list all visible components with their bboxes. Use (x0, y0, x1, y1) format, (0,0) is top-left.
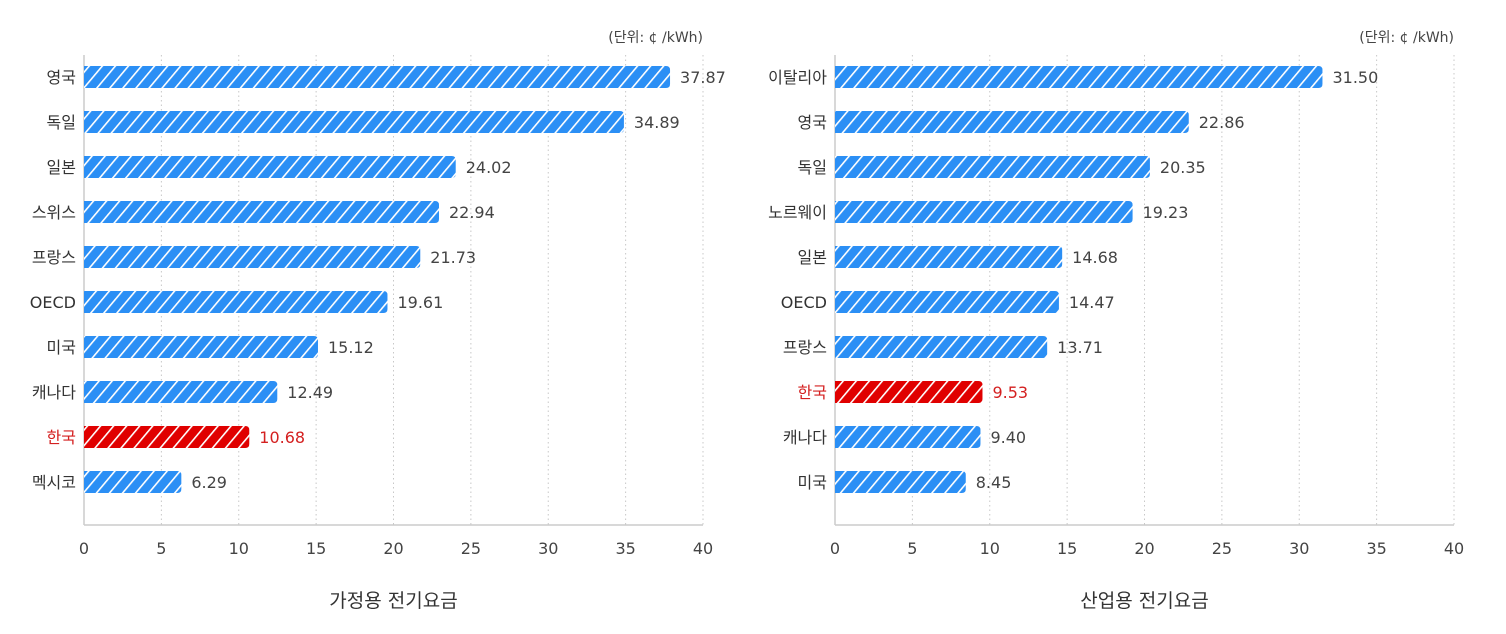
x-tick-label: 5 (907, 539, 917, 558)
category-label: 이탈리아 (768, 68, 827, 87)
x-tick-label: 25 (461, 539, 481, 558)
bar (835, 156, 1150, 178)
bar (84, 66, 671, 88)
x-tick-label: 25 (1212, 539, 1232, 558)
category-label: 미국 (47, 338, 76, 357)
value-label: 13.71 (1057, 338, 1103, 357)
value-label: 22.86 (1199, 113, 1245, 132)
category-label: OECD (781, 293, 827, 312)
x-tick-label: 35 (615, 539, 635, 558)
category-label: 노르웨이 (768, 203, 827, 222)
bar (835, 111, 1189, 133)
bar (84, 246, 421, 268)
value-label: 20.35 (1160, 158, 1206, 177)
category-label: 프랑스 (783, 338, 827, 357)
chart-2: 0 5 10 15 20 25 30 35 40 (단위: ¢ /kWh) 산업용 전기요금 이탈리아… (768, 30, 1464, 612)
category-label: OECD (30, 293, 76, 312)
value-label: 37.87 (680, 68, 726, 87)
x-tick-label: 10 (980, 539, 1000, 558)
value-label: 14.68 (1072, 248, 1118, 267)
bar (84, 381, 278, 403)
value-label: 34.89 (634, 113, 680, 132)
value-label: 14.47 (1069, 293, 1115, 312)
bar (835, 291, 1059, 313)
bar (835, 336, 1048, 358)
value-label: 10.68 (259, 428, 305, 447)
bar (835, 426, 981, 448)
bar (84, 201, 439, 223)
value-label: 19.61 (397, 293, 443, 312)
x-tick-label: 20 (1134, 539, 1154, 558)
bar (84, 291, 388, 313)
category-label: 스위스 (32, 203, 76, 222)
bar (835, 381, 983, 403)
value-label: 6.29 (191, 473, 227, 492)
bar (835, 471, 966, 493)
x-tick-label: 0 (79, 539, 89, 558)
unit-note: (단위: ¢ /kWh) (1359, 30, 1454, 46)
x-tick-label: 15 (1057, 539, 1077, 558)
x-tick-label: 30 (538, 539, 558, 558)
x-tick-label: 20 (383, 539, 403, 558)
unit-note: (단위: ¢ /kWh) (608, 30, 703, 46)
category-label: 한국 (798, 383, 827, 402)
bar (84, 156, 456, 178)
category-label: 프랑스 (32, 248, 76, 267)
x-tick-label: 40 (1444, 539, 1464, 558)
x-tick-label: 40 (693, 539, 713, 558)
value-label: 19.23 (1143, 203, 1189, 222)
category-label: 캐나다 (783, 428, 827, 447)
value-label: 15.12 (328, 338, 374, 357)
bar (84, 426, 250, 448)
x-tick-label: 30 (1289, 539, 1309, 558)
bar (835, 201, 1133, 223)
chart-title: 가정용 전기요금 (329, 590, 457, 612)
x-tick-label: 5 (156, 539, 166, 558)
bar (84, 336, 318, 358)
category-label: 미국 (798, 473, 827, 492)
bar (835, 246, 1063, 268)
value-label: 8.45 (976, 473, 1012, 492)
category-label: 일본 (798, 248, 827, 267)
bar (84, 111, 624, 133)
category-label: 독일 (47, 113, 76, 132)
bar (84, 471, 182, 493)
category-label: 영국 (47, 68, 76, 87)
category-label: 한국 (47, 428, 76, 447)
value-label: 9.53 (992, 383, 1028, 402)
x-tick-label: 10 (229, 539, 249, 558)
category-label: 멕시코 (32, 473, 76, 492)
value-label: 21.73 (430, 248, 476, 267)
category-label: 일본 (47, 158, 76, 177)
bar (835, 66, 1323, 88)
category-label: 영국 (798, 113, 827, 132)
x-tick-label: 15 (306, 539, 326, 558)
category-label: 캐나다 (32, 383, 76, 402)
value-label: 22.94 (449, 203, 495, 222)
value-label: 9.40 (990, 428, 1026, 447)
category-label: 독일 (798, 158, 827, 177)
x-tick-label: 35 (1366, 539, 1386, 558)
chart-title: 산업용 전기요금 (1080, 590, 1208, 612)
value-label: 31.50 (1332, 68, 1378, 87)
chart-1: 0 5 10 15 20 25 30 35 40 (단위: ¢ /kWh) 가정용 전기요금 영국 37… (30, 30, 726, 612)
x-tick-label: 0 (830, 539, 840, 558)
value-label: 12.49 (287, 383, 333, 402)
value-label: 24.02 (466, 158, 512, 177)
